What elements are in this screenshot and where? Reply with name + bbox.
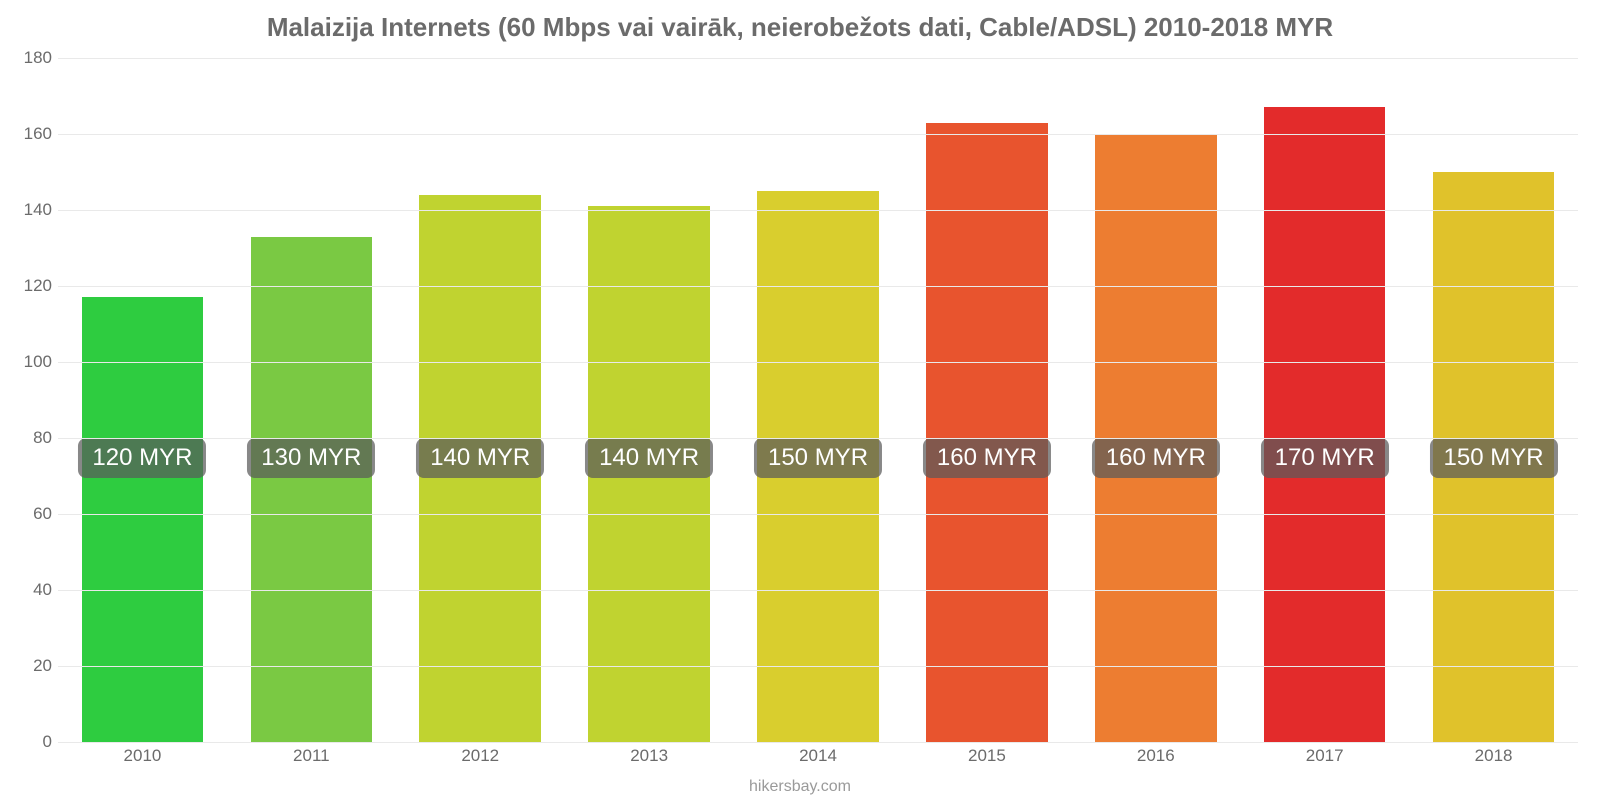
y-tick-label: 180 xyxy=(10,48,52,68)
data-label: 150 MYR xyxy=(1430,438,1558,478)
data-label: 130 MYR xyxy=(247,438,375,478)
bar: 150 MYR xyxy=(1433,172,1555,742)
gridline xyxy=(58,286,1578,287)
x-tick-label: 2011 xyxy=(227,746,396,776)
y-tick-label: 100 xyxy=(10,352,52,372)
x-tick-label: 2016 xyxy=(1071,746,1240,776)
bar: 170 MYR xyxy=(1264,107,1386,742)
gridline xyxy=(58,742,1578,743)
data-label: 170 MYR xyxy=(1261,438,1389,478)
bar-slot: 160 MYR xyxy=(902,58,1071,742)
bar: 150 MYR xyxy=(757,191,879,742)
data-label: 120 MYR xyxy=(78,438,206,478)
gridline xyxy=(58,514,1578,515)
chart-title: Malaizija Internets (60 Mbps vai vairāk,… xyxy=(0,12,1600,43)
bar-slot: 160 MYR xyxy=(1071,58,1240,742)
x-axis-labels: 201020112012201320142015201620172018 xyxy=(58,746,1578,776)
x-tick-label: 2010 xyxy=(58,746,227,776)
chart-container: Malaizija Internets (60 Mbps vai vairāk,… xyxy=(0,0,1600,800)
gridline xyxy=(58,590,1578,591)
y-tick-label: 160 xyxy=(10,124,52,144)
y-tick-label: 40 xyxy=(10,580,52,600)
gridline xyxy=(58,134,1578,135)
bars-group: 120 MYR 130 MYR 140 MYR 140 MYR 150 MYR 160 M… xyxy=(58,58,1578,742)
source-credit: hikersbay.com xyxy=(0,778,1600,796)
bar-slot: 140 MYR xyxy=(565,58,734,742)
gridline xyxy=(58,362,1578,363)
x-tick-label: 2018 xyxy=(1409,746,1578,776)
y-tick-label: 140 xyxy=(10,200,52,220)
y-tick-label: 80 xyxy=(10,428,52,448)
gridline xyxy=(58,438,1578,439)
data-label: 160 MYR xyxy=(923,438,1051,478)
plot-area: 120 MYR 130 MYR 140 MYR 140 MYR 150 MYR 160 M… xyxy=(58,58,1578,742)
data-label: 160 MYR xyxy=(1092,438,1220,478)
y-tick-label: 0 xyxy=(10,732,52,752)
gridline xyxy=(58,666,1578,667)
gridline xyxy=(58,58,1578,59)
x-tick-label: 2013 xyxy=(565,746,734,776)
bar-slot: 140 MYR xyxy=(396,58,565,742)
x-tick-label: 2014 xyxy=(734,746,903,776)
gridline xyxy=(58,210,1578,211)
x-tick-label: 2012 xyxy=(396,746,565,776)
bar-slot: 130 MYR xyxy=(227,58,396,742)
y-tick-label: 60 xyxy=(10,504,52,524)
bar-slot: 150 MYR xyxy=(734,58,903,742)
x-tick-label: 2017 xyxy=(1240,746,1409,776)
data-label: 140 MYR xyxy=(416,438,544,478)
y-tick-label: 120 xyxy=(10,276,52,296)
bar: 140 MYR xyxy=(419,195,541,742)
bar: 120 MYR xyxy=(82,297,204,742)
bar-slot: 170 MYR xyxy=(1240,58,1409,742)
y-tick-label: 20 xyxy=(10,656,52,676)
data-label: 140 MYR xyxy=(585,438,713,478)
bar-slot: 150 MYR xyxy=(1409,58,1578,742)
x-tick-label: 2015 xyxy=(902,746,1071,776)
bar: 160 MYR xyxy=(926,123,1048,742)
bar-slot: 120 MYR xyxy=(58,58,227,742)
data-label: 150 MYR xyxy=(754,438,882,478)
